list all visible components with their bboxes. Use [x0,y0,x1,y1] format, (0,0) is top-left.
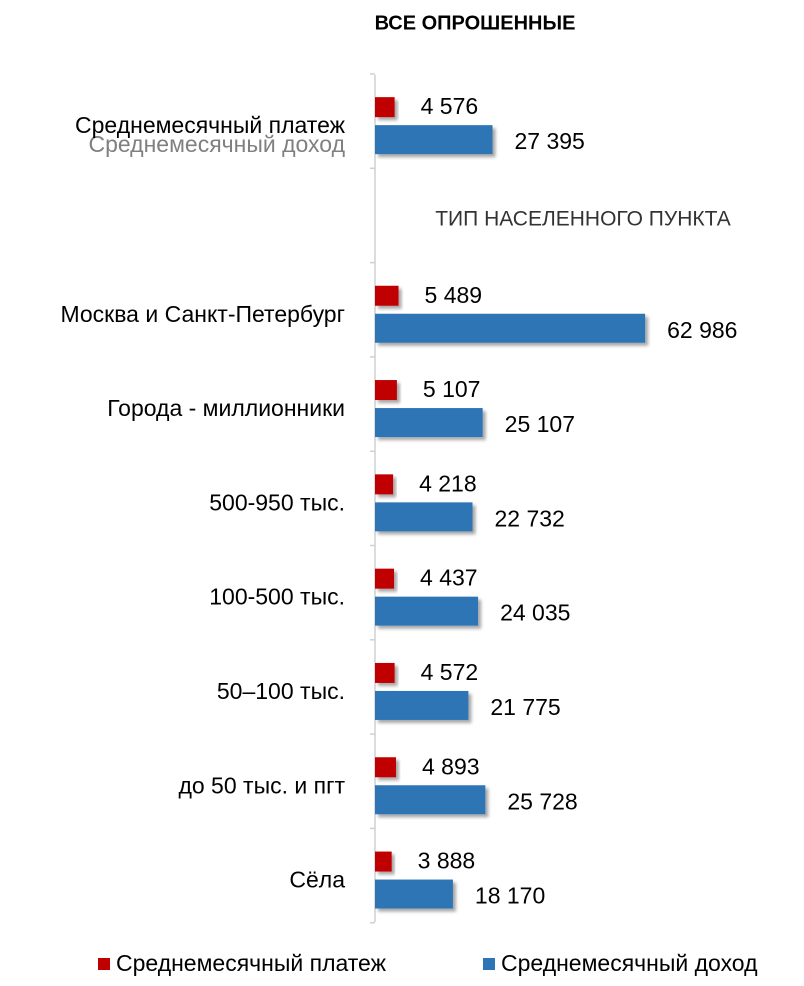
bar [375,285,399,306]
bar [375,596,479,626]
y-tick-label: до 50 тыс. и пгт [178,772,345,798]
value-label: 21 775 [490,694,560,720]
bar [375,879,453,909]
bar [375,757,396,778]
value-label: 24 035 [500,600,570,626]
y-tick-label: Москва и Санкт-Петербург [60,301,345,327]
y-tick-label: 50–100 тыс. [217,678,345,704]
y-tick-label: 500-950 тыс. [209,489,345,515]
value-label: 4 576 [421,93,479,119]
legend-swatch [483,958,495,970]
y-tick-label: 100-500 тыс. [209,584,345,610]
y-tick-label: Среднемесячный платеж [75,112,346,138]
bar [375,785,486,815]
value-label: 62 986 [667,317,737,343]
section-label: ТИП НАСЕЛЕННОГО ПУНКТА [435,208,731,231]
overlay-label: Среднемесячный доход [88,131,345,157]
bar [375,502,473,532]
value-label: 4 893 [422,753,480,779]
bar [375,97,395,118]
bar [375,380,397,401]
bar [375,313,646,343]
chart-title: ВСЕ ОПРОШЕННЫЕ [375,12,576,34]
value-label: 3 888 [418,848,476,874]
legend-label: Среднемесячный платеж [116,950,387,976]
bar [375,408,483,438]
value-label: 5 107 [423,376,481,402]
bar [375,851,392,872]
value-label: 4 218 [419,470,477,496]
legend-swatch [98,958,110,970]
bar [375,568,395,589]
bar [375,662,395,683]
value-label: 4 572 [421,659,479,685]
value-label: 25 728 [507,788,577,814]
legend-label: Среднемесячный доход [501,950,758,976]
bar [375,474,394,495]
value-label: 5 489 [425,282,483,308]
value-label: 4 437 [420,565,478,591]
bar [375,690,469,720]
y-tick-label: Сёла [289,867,345,893]
value-label: 22 732 [494,505,564,531]
value-label: 27 395 [514,128,584,154]
y-tick-label: Города - миллионники [107,395,345,421]
bar [375,125,493,155]
value-label: 25 107 [505,411,575,437]
value-label: 18 170 [475,883,545,909]
